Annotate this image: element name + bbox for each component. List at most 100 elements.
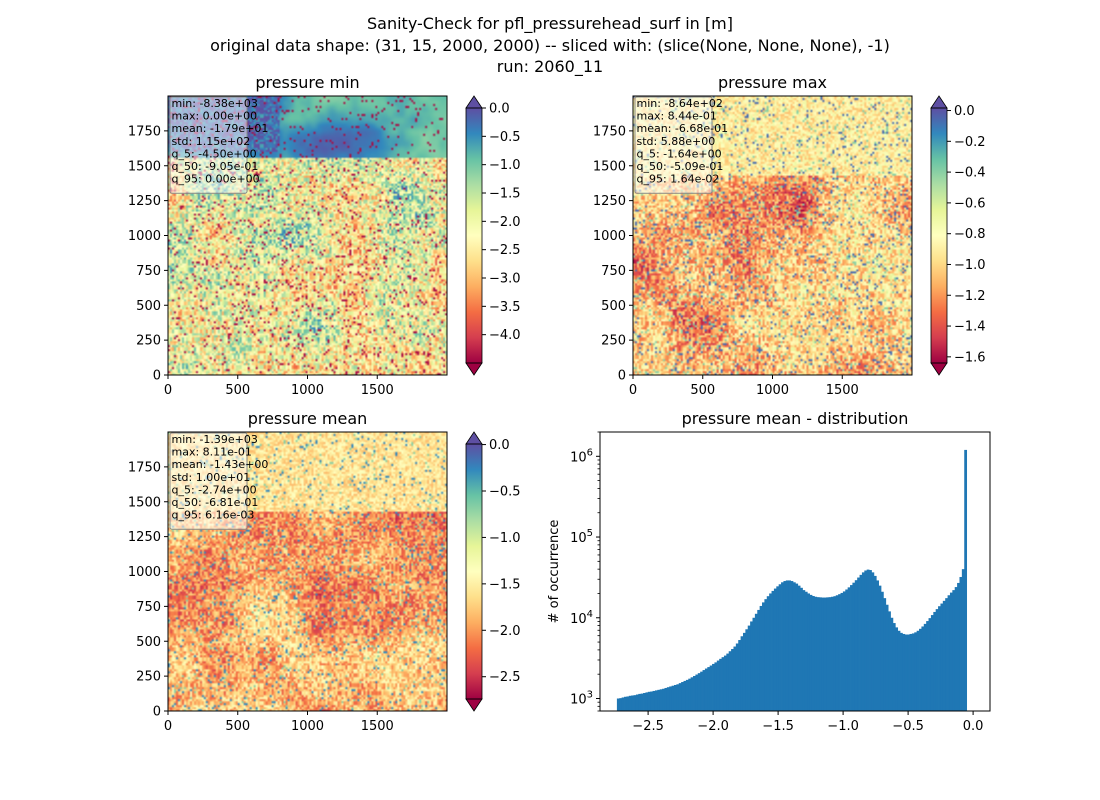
histogram-bar [828, 597, 832, 711]
x-tick-label: 1500 [361, 383, 394, 398]
histogram-bar [919, 628, 922, 711]
stats-line: max: 8.11e-01 [172, 446, 252, 459]
histogram-bar [935, 609, 939, 711]
y-tick-label: 1750 [128, 124, 161, 139]
histogram-bar [714, 662, 718, 711]
histogram-bar [876, 580, 879, 711]
stats-line: min: -8.64e+02 [637, 97, 723, 110]
histogram-bar [693, 675, 696, 711]
histogram-bar [873, 575, 877, 711]
pressure-min-panel: pressure min 0 500 1000 1500 0 250 500 750 1000 12… [128, 73, 521, 398]
stats-line: q_95: 6.16e-03 [172, 509, 255, 522]
histogram-bar [633, 695, 637, 711]
histogram-bar [959, 576, 963, 711]
y-tick-label: 1000 [128, 229, 161, 244]
stats-line: mean: -1.43e+00 [172, 458, 269, 471]
x-tick-label: −1.0 [827, 719, 859, 734]
x-tick-label: 0 [164, 719, 172, 734]
panel-title: pressure mean [248, 409, 368, 428]
histogram-bar [750, 621, 753, 711]
histogram-bar [816, 597, 820, 711]
histogram-bar [904, 634, 908, 711]
y-tick-label: 106 [570, 447, 593, 465]
histogram-bar [754, 613, 758, 711]
histogram-bar [900, 632, 903, 711]
histogram-bar [778, 584, 782, 711]
histogram-bar [952, 590, 956, 711]
colorbar-tick-label: −4.0 [489, 328, 521, 343]
histogram-bar [807, 593, 810, 711]
colorbar-extend-max [465, 95, 483, 109]
histogram-bar [759, 605, 763, 711]
colorbar-tick-label: −0.5 [489, 130, 521, 145]
stats-line: q_5: -4.50e+00 [172, 147, 257, 160]
histogram-bar [961, 569, 965, 711]
y-tick-label: 500 [136, 299, 161, 314]
histogram-bar [707, 667, 711, 711]
x-tick-label: 1500 [826, 383, 859, 398]
histogram-bar [652, 690, 656, 711]
panel-title: pressure min [255, 73, 359, 92]
histogram-bar [859, 574, 863, 711]
stats-line: mean: -6.68e-01 [637, 122, 729, 135]
histogram-bar [764, 599, 768, 711]
y-tick-label: 0 [153, 369, 161, 384]
stats-line: std: 1.00e+01 [172, 471, 251, 484]
histogram-bar [792, 582, 796, 711]
stats-line: q_50: -5.09e-01 [637, 160, 724, 173]
colorbar-tick-label: −1.2 [954, 289, 986, 304]
colorbar-tick-label: −3.0 [489, 272, 521, 287]
histogram-bar [797, 585, 801, 711]
y-tick-label: 1250 [128, 530, 161, 545]
histogram-bar [857, 577, 860, 711]
colorbar-extend-max [930, 95, 948, 109]
histogram-bar [942, 600, 946, 711]
y-tick-label: 250 [136, 334, 161, 349]
histogram-bar [643, 692, 646, 711]
figure-title-line-2: original data shape: (31, 15, 2000, 2000… [210, 36, 890, 55]
histogram-bar [650, 691, 653, 711]
colorbar-tick-label: −1.0 [954, 258, 986, 273]
y-tick-label: 0 [618, 369, 626, 384]
x-tick-label: 500 [225, 719, 250, 734]
stats-box [634, 96, 713, 194]
colorbar-tick-label: −0.8 [954, 227, 986, 242]
histogram-bar [771, 590, 775, 711]
colorbar-frame [465, 443, 483, 700]
histogram-bar [933, 611, 937, 711]
colorbar-fill [466, 108, 482, 363]
stats-line: q_95: 0.00e+00 [172, 173, 260, 186]
colorbar-tick-label: −1.5 [489, 577, 521, 592]
histogram-bar [678, 683, 682, 711]
colorbar-frame [930, 107, 948, 364]
histogram-bar [861, 572, 865, 711]
histogram-bar [823, 597, 827, 711]
histogram-bar [666, 687, 670, 711]
pressure-mean-distribution-panel: pressure mean - distribution −2.5 −2.0 −1.5… [547, 409, 991, 734]
y-tick-label: 1250 [593, 194, 626, 209]
x-tick-label: −0.5 [892, 719, 924, 734]
histogram-bar [700, 671, 703, 711]
histogram-bar [819, 597, 822, 711]
histogram-bar [947, 595, 951, 711]
histogram-bar [938, 606, 941, 711]
histogram-bar [785, 580, 789, 711]
colorbar-extend-min [930, 362, 948, 376]
histogram-bar [766, 596, 770, 711]
stats-line: max: 8.44e-01 [637, 110, 717, 123]
colorbar-tick-label: −1.4 [954, 320, 986, 335]
histogram-bar [721, 657, 725, 711]
stats-line: q_50: -9.05e-01 [172, 160, 259, 173]
histogram-bar [631, 695, 634, 711]
y-tick-label: 1000 [128, 565, 161, 580]
histogram-bar [811, 596, 815, 711]
histogram-bar [916, 630, 920, 711]
histogram-bar [697, 673, 701, 711]
histogram-bar [685, 679, 689, 711]
stats-line: std: 1.15e+02 [172, 135, 251, 148]
histogram-bar [897, 630, 901, 711]
histogram-bar [842, 591, 846, 711]
stats-line: q_50: -6.81e-01 [172, 496, 259, 509]
histogram-bars [616, 449, 968, 711]
